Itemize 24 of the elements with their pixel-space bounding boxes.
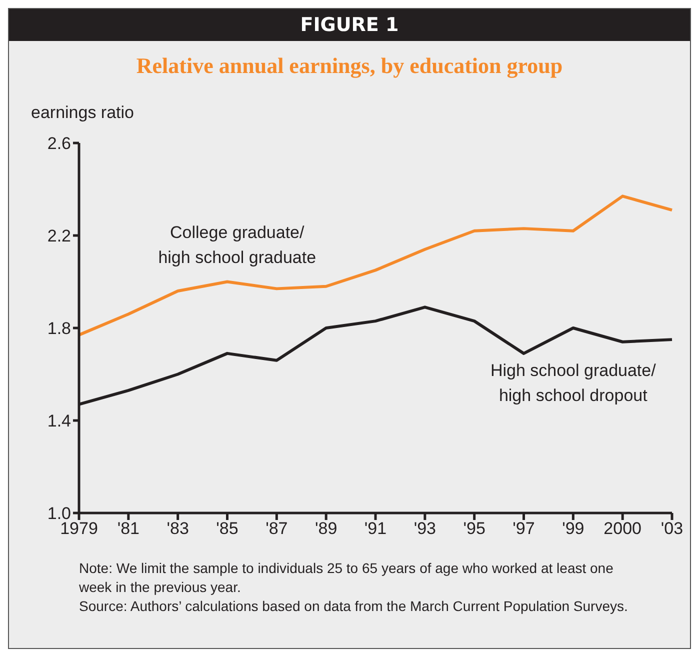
chart-title: FIGURE 1 — [9, 9, 690, 41]
x-tick-label: '91 — [364, 519, 387, 538]
series-label: High school graduate/ high school dropout — [489, 360, 657, 407]
source-note: Source: Authors’ calculations based on data from the March Current Population Surveys. — [79, 597, 629, 616]
y-tick-label: 1.4 — [47, 412, 71, 431]
y-tick-label: 2.2 — [47, 226, 71, 246]
x-tick-label: '97 — [512, 519, 535, 538]
y-tick-label: 1.8 — [47, 319, 71, 338]
x-tick-label: '81 — [117, 519, 140, 538]
x-tick-label: '89 — [315, 519, 338, 538]
x-tick-label: '99 — [562, 519, 584, 538]
x-tick-label: '85 — [216, 519, 238, 538]
x-tick-label: '03 — [660, 519, 684, 538]
x-tick-label: '93 — [414, 519, 436, 538]
text: Note: We limit the sample to individuals 25 to 65 years of age who worked at least one week in the previous year. — [79, 559, 614, 597]
x-tick-label: 2000 — [604, 519, 642, 538]
x-tick-label: '95 — [463, 519, 486, 538]
y-tick-label: 2.6 — [47, 134, 71, 154]
series-label: College graduate/ high school graduate — [157, 222, 318, 269]
chart-subtitle: Relative annual earnings, by education group — [135, 53, 564, 79]
y-axis-title: earnings ratio — [31, 103, 134, 123]
x-tick-label: '83 — [166, 519, 189, 538]
line-series — [78, 194, 674, 336]
x-tick-label: '87 — [266, 519, 288, 538]
